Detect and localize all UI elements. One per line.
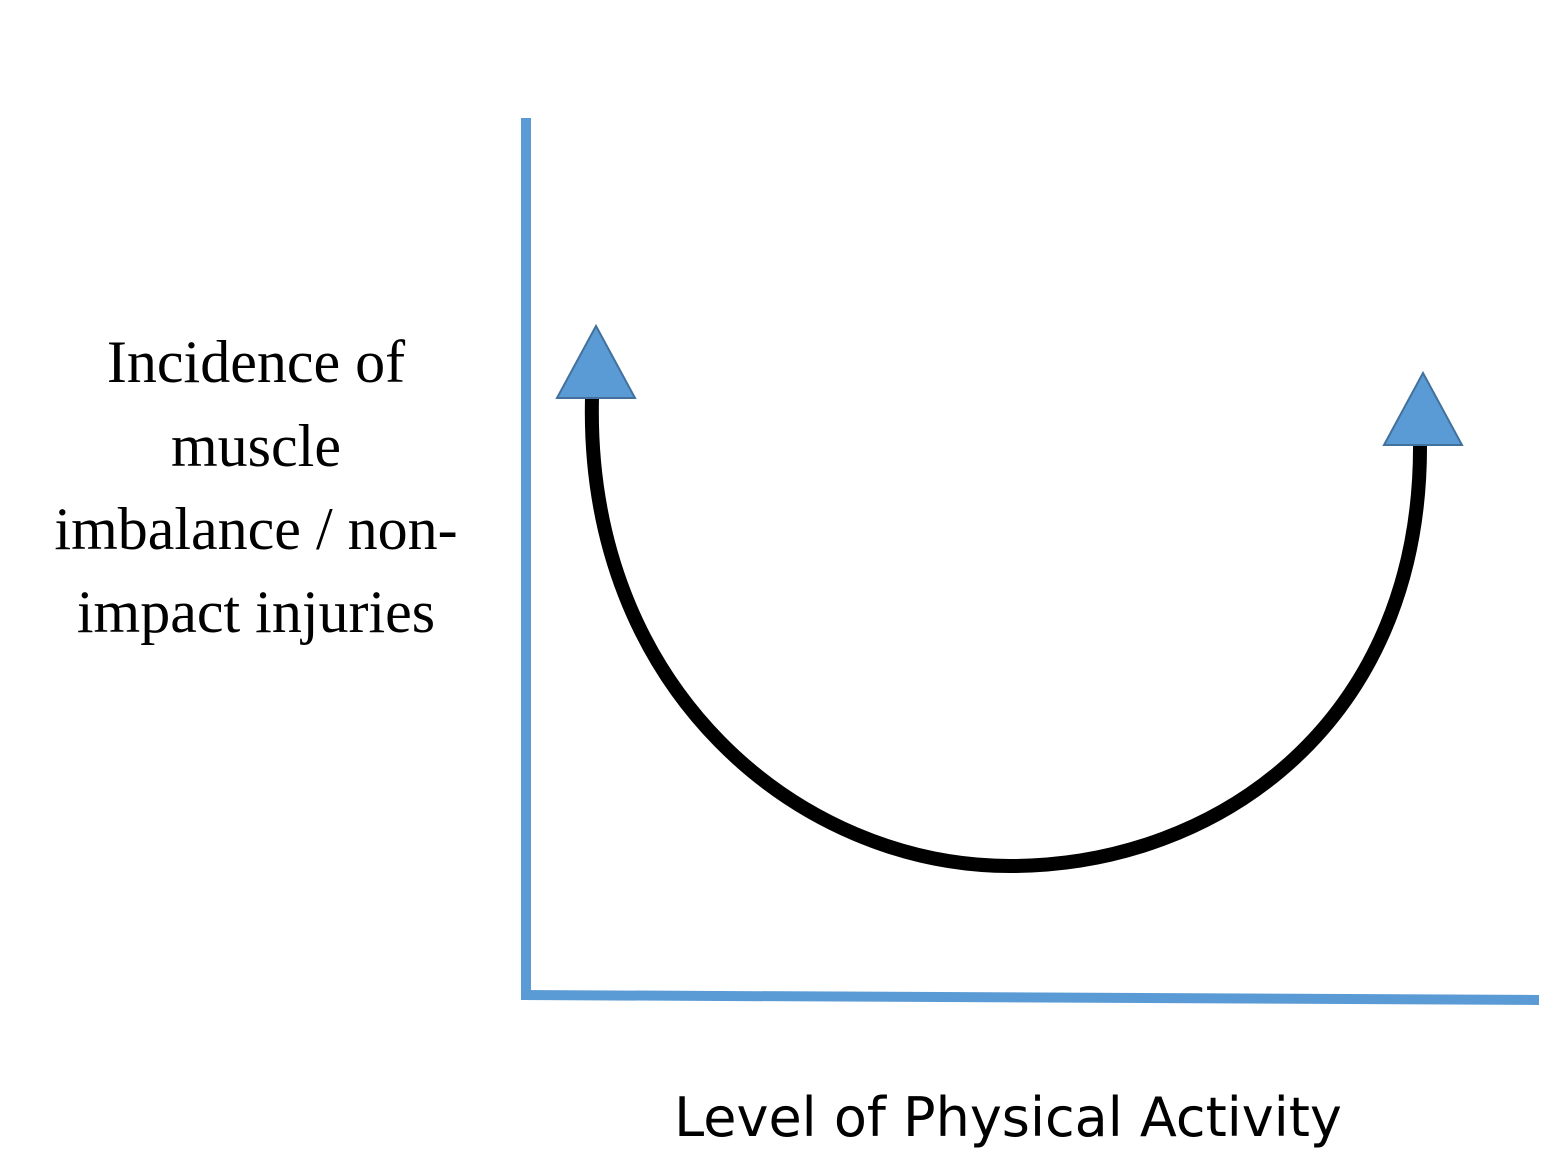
arrowhead-left bbox=[555, 323, 637, 399]
arrowhead-right bbox=[1382, 370, 1464, 446]
y-axis-label-line: impact injuries bbox=[77, 579, 435, 645]
y-axis-label-line: imbalance / non- bbox=[54, 496, 457, 562]
u-curve bbox=[584, 397, 1428, 874]
x-axis bbox=[520, 990, 1540, 1005]
x-axis-label: Level of Physical Activity bbox=[674, 1086, 1342, 1149]
y-axis-label-line: muscle bbox=[171, 413, 341, 479]
y-axis-label-line: Incidence of bbox=[107, 329, 405, 395]
